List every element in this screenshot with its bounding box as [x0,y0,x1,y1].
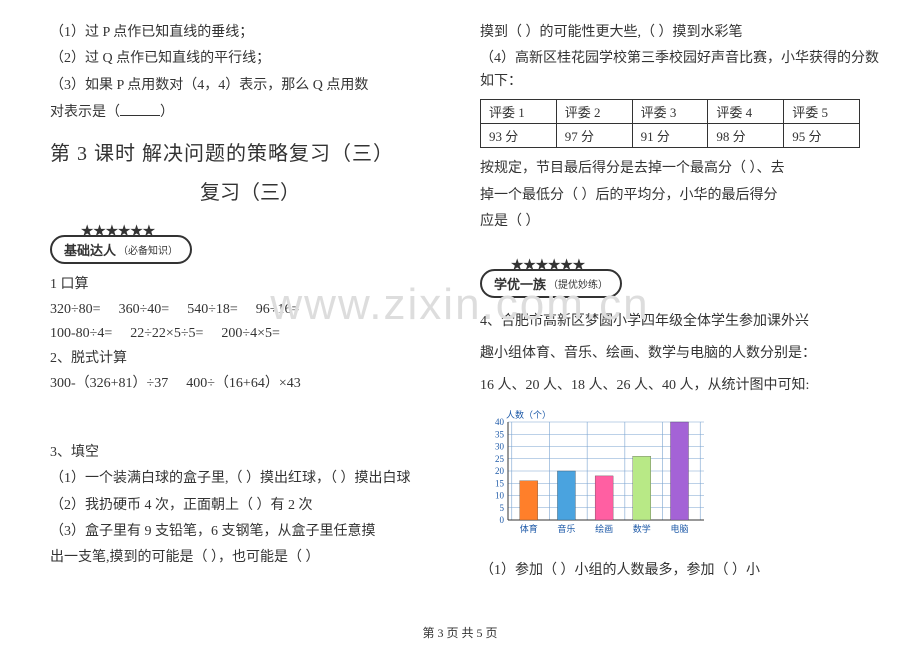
fill-3b: 出一支笔,摸到的可能是（ ），也可能是（ ） [50,547,450,569]
th-1: 评委 2 [556,100,632,124]
r-top2: （4）高新区桂花园学校第三季校园好声音比赛，小华获得的分数如下： [480,48,880,93]
th-3: 评委 4 [708,100,784,124]
right-column: 摸到（ ）的可能性更大些,（ ）摸到水彩笔 （4）高新区桂花园学校第三季校园好声… [480,20,880,585]
heading-2: 2、脱式计算 [50,348,450,370]
page-body: （1）过 P 点作已知直线的垂线； （2）过 Q 点作已知直线的平行线； （3）… [0,0,920,585]
q3-line-a: （3）如果 P 点用数对（4，4）表示，那么 Q 点用数 [50,75,450,97]
rule-2: 掉一个最低分（ ）后的平均分，小华的最后得分 [480,185,880,207]
spacer-2 [480,235,880,249]
table-row: 93 分 97 分 91 分 98 分 95 分 [481,124,860,148]
lesson-subtitle: 复习（三） [50,176,450,205]
badge-basic-small: （必备知识） [118,242,178,257]
badge-adv: 学优一族 （提优妙练） [480,269,622,298]
q2-line: （2）过 Q 点作已知直线的平行线； [50,48,450,70]
q4-d: （1）参加（ ）小组的人数最多，参加（ ）小 [480,560,880,582]
th-0: 评委 1 [481,100,557,124]
calc2-0: 100-80÷4= [50,322,112,346]
td-1: 97 分 [556,124,632,148]
svg-text:电脑: 电脑 [670,523,688,534]
fill-1: （1）一个装满白球的盒子里,（ ）摸出红球，（ ）摸出白球 [50,468,450,490]
svg-text:0: 0 [500,515,505,525]
fill-2: （2）我扔硬币 4 次，正面朝上（ ）有 2 次 [50,495,450,517]
heading-1: 1 口算 [50,274,450,296]
calc1-1: 360÷40= [119,298,170,322]
calc1-3: 96÷16= [256,298,300,322]
badge-basic-bold: 基础达人 [64,240,116,259]
th-2: 评委 3 [632,100,708,124]
badge-adv-small: （提优妙练） [548,276,608,291]
bar-chart-svg: 0 5 10 15 20 25 30 35 40人数（个） 体育 音乐 绘画 数学 电脑 [480,408,720,554]
q3b-text: 对表示是（ [50,105,120,120]
calc3-0: 300-（326+81）÷37 [50,372,168,396]
calc-row-3: 300-（326+81）÷37 400÷（16+64）×43 [50,372,450,396]
calc1-0: 320÷80= [50,298,101,322]
td-3: 98 分 [708,124,784,148]
svg-text:数学: 数学 [633,523,651,534]
badge-basic: 基础达人 （必备知识） [50,235,192,264]
score-table: 评委 1 评委 2 评委 3 评委 4 评委 5 93 分 97 分 91 分 … [480,99,860,148]
td-4: 95 分 [784,124,860,148]
calc2-2: 200÷4×5= [221,322,279,346]
calc3-1: 400÷（16+64）×43 [186,372,300,396]
calc-row-2: 100-80÷4= 22÷22×5÷5= 200÷4×5= [50,322,450,346]
svg-text:音乐: 音乐 [557,523,575,534]
q4-c: 16 人、20 人、18 人、26 人、40 人，从统计图中可知: [480,372,880,400]
svg-text:体育: 体育 [520,523,538,534]
badge-basic-row: ★★★★★★ 基础达人 （必备知识） [50,221,450,264]
page-footer: 第 3 页 共 5 页 [0,624,920,641]
svg-text:20: 20 [495,466,505,476]
blank-q3 [120,101,160,116]
rule-3: 应是（ ） [480,211,880,233]
svg-text:5: 5 [500,503,505,513]
svg-text:人数（个）: 人数（个） [506,409,551,420]
svg-text:30: 30 [495,442,505,452]
q3c-text: ） [160,105,174,120]
calc-row-1: 320÷80= 360÷40= 540÷18= 96÷16= [50,298,450,322]
svg-text:40: 40 [495,417,505,427]
svg-text:35: 35 [495,430,505,440]
q3-line-b: 对表示是（ ） [50,101,450,124]
td-0: 93 分 [481,124,557,148]
svg-text:25: 25 [495,454,505,464]
q1-line: （1）过 P 点作已知直线的垂线； [50,22,450,44]
fill-3a: （3）盒子里有 9 支铅笔，6 支钢笔，从盒子里任意摸 [50,521,450,543]
lesson-title: 第 3 课时 解决问题的策略复习（三） [50,137,450,166]
svg-text:绘画: 绘画 [595,523,613,534]
table-row: 评委 1 评委 2 评委 3 评委 4 评委 5 [481,100,860,124]
heading-3: 3、填空 [50,442,450,464]
th-4: 评委 5 [784,100,860,124]
left-column: （1）过 P 点作已知直线的垂线； （2）过 Q 点作已知直线的平行线； （3）… [50,20,450,585]
r-top1: 摸到（ ）的可能性更大些,（ ）摸到水彩笔 [480,22,880,44]
q4-a: 4、合肥市高新区梦圆小学四年级全体学生参加课外兴 [480,308,880,336]
spacer-1 [50,396,450,426]
spacer-1b [50,426,450,440]
td-2: 91 分 [632,124,708,148]
q4-b: 趣小组体育、音乐、绘画、数学与电脑的人数分别是： [480,340,880,368]
svg-text:10: 10 [495,491,505,501]
badge-adv-row: ★★★★★★ 学优一族 （提优妙练） [480,255,880,298]
bar-chart: 0 5 10 15 20 25 30 35 40人数（个） 体育 音乐 绘画 数学 电脑 [480,408,880,554]
svg-text:15: 15 [495,479,505,489]
calc1-2: 540÷18= [187,298,238,322]
badge-adv-bold: 学优一族 [494,274,546,293]
calc2-1: 22÷22×5÷5= [130,322,203,346]
rule-1: 按规定，节目最后得分是去掉一个最高分（ ）、去 [480,158,880,180]
